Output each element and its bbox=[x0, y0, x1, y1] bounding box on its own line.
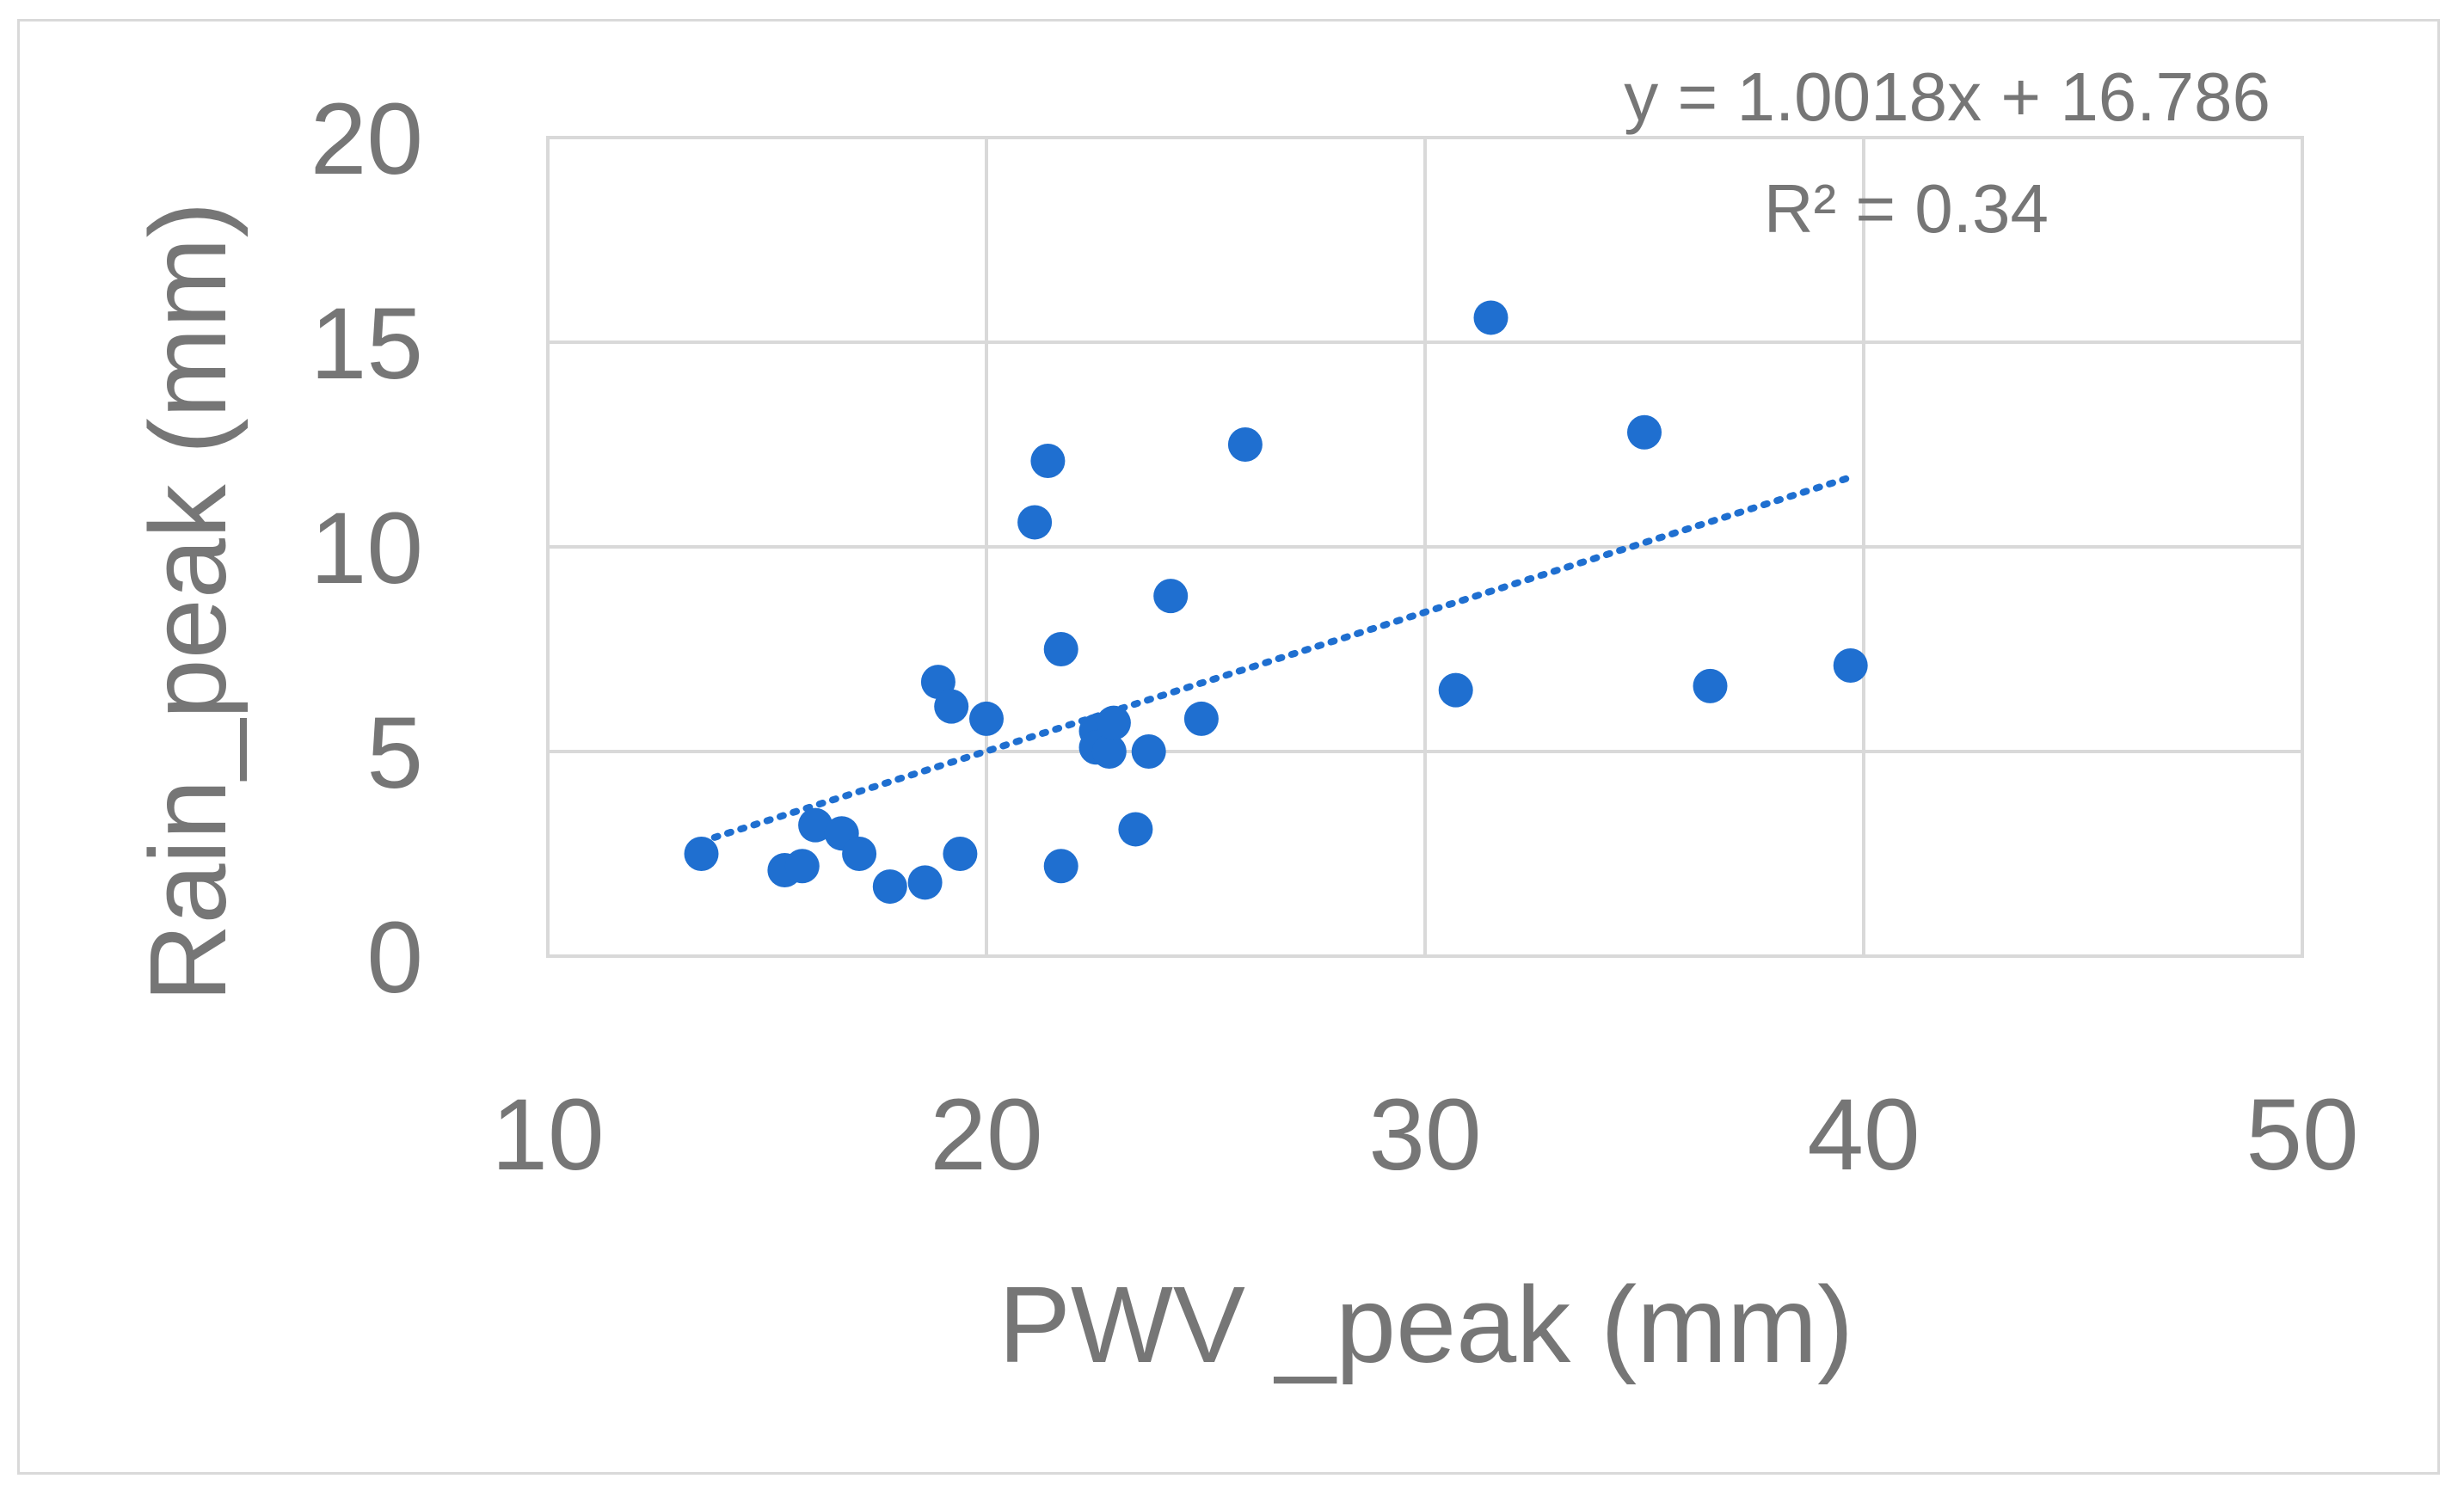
y-tick-label: 5 bbox=[366, 696, 423, 810]
data-point bbox=[1096, 705, 1131, 740]
y-tick-label: 0 bbox=[366, 901, 423, 1015]
data-point bbox=[1131, 734, 1166, 769]
y-tick-label: 20 bbox=[310, 83, 423, 196]
x-tick-label: 40 bbox=[1807, 1078, 1920, 1192]
chart-frame bbox=[17, 19, 2440, 1475]
trendline bbox=[697, 474, 1854, 845]
data-point bbox=[784, 849, 820, 884]
trendline-equation: y = 1.0018x + 16.786 bbox=[1624, 58, 2270, 135]
y-axis-title: Rain_peak (mm) bbox=[127, 201, 249, 1002]
data-point bbox=[1091, 734, 1127, 769]
x-tick-label: 20 bbox=[930, 1078, 1042, 1192]
data-points bbox=[684, 300, 1868, 905]
data-point bbox=[1473, 300, 1509, 335]
x-tick-label: 50 bbox=[2246, 1078, 2358, 1192]
data-point bbox=[1183, 701, 1219, 736]
y-axis-tick-labels: 0 5 10 15 20 bbox=[310, 83, 423, 1015]
data-point bbox=[943, 837, 978, 871]
y-tick-label: 15 bbox=[310, 287, 423, 401]
data-point bbox=[1227, 427, 1263, 462]
data-point bbox=[1833, 648, 1868, 684]
y-tick-label: 10 bbox=[310, 492, 423, 605]
data-point bbox=[798, 807, 833, 843]
data-point bbox=[684, 837, 719, 871]
data-point bbox=[1693, 668, 1728, 703]
data-point bbox=[907, 865, 943, 900]
x-tick-label: 30 bbox=[1368, 1078, 1481, 1192]
data-point bbox=[1043, 632, 1078, 666]
data-point bbox=[872, 869, 907, 905]
data-point bbox=[1043, 849, 1078, 884]
data-point bbox=[1438, 672, 1473, 708]
plot-area-border bbox=[546, 136, 2304, 958]
data-point bbox=[934, 689, 969, 724]
data-point bbox=[969, 701, 1004, 736]
data-point bbox=[1627, 414, 1662, 450]
trendline-r-squared: R² = 0.34 bbox=[1764, 170, 2049, 247]
x-axis-tick-labels: 10 20 30 40 50 bbox=[491, 1078, 2358, 1192]
data-point bbox=[1118, 812, 1153, 847]
data-point bbox=[1017, 505, 1053, 540]
data-point bbox=[1030, 444, 1066, 479]
data-point bbox=[842, 837, 877, 871]
x-axis-title: PWV _peak (mm) bbox=[999, 1264, 1853, 1385]
x-tick-label: 10 bbox=[491, 1078, 604, 1192]
data-point bbox=[1153, 579, 1189, 614]
